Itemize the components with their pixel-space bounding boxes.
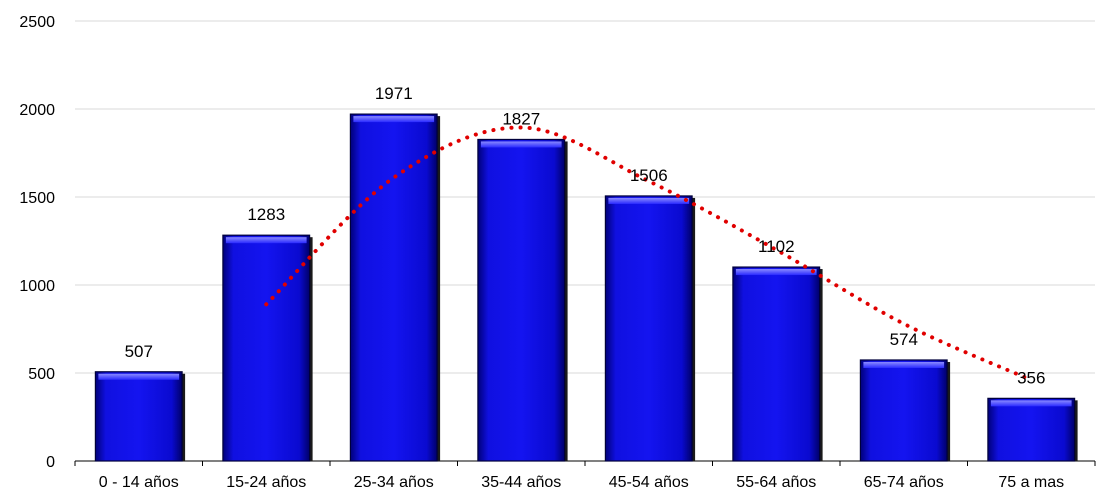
bar-bevel bbox=[480, 141, 562, 148]
x-tick-label: 55-64 años bbox=[736, 474, 816, 491]
x-tick-label: 25-34 años bbox=[354, 474, 434, 491]
bar-bevel bbox=[735, 269, 817, 276]
data-label: 1827 bbox=[502, 109, 540, 128]
bars bbox=[94, 113, 1078, 462]
bar-bevel bbox=[608, 197, 690, 204]
bar bbox=[604, 195, 693, 462]
y-tick-label: 2500 bbox=[19, 14, 55, 31]
bar-bevel bbox=[98, 373, 180, 380]
bar bbox=[732, 266, 821, 462]
data-label: 1971 bbox=[375, 84, 413, 103]
y-tick-label: 0 bbox=[46, 454, 55, 471]
data-label: 1102 bbox=[758, 237, 795, 256]
bar bbox=[987, 397, 1076, 462]
bar bbox=[859, 359, 948, 462]
y-tick-label: 2000 bbox=[19, 102, 55, 119]
y-tick-label: 1500 bbox=[19, 190, 55, 207]
x-tick-label: 0 - 14 años bbox=[99, 474, 179, 491]
bar bbox=[477, 138, 566, 462]
y-tick-label: 500 bbox=[28, 366, 55, 383]
data-label: 356 bbox=[1017, 368, 1045, 387]
x-tick-label: 65-74 años bbox=[864, 474, 944, 491]
bar-bevel bbox=[863, 361, 945, 368]
x-tick-label: 15-24 años bbox=[226, 474, 306, 491]
y-tick-label: 1000 bbox=[19, 278, 55, 295]
data-label: 1506 bbox=[630, 166, 668, 185]
bar bbox=[222, 234, 311, 462]
x-tick-label: 35-44 años bbox=[481, 474, 561, 491]
data-label: 507 bbox=[125, 342, 153, 361]
bar bbox=[349, 113, 438, 462]
bar-bevel bbox=[225, 237, 307, 244]
x-tick-label: 45-54 años bbox=[609, 474, 689, 491]
bar-bevel bbox=[990, 400, 1072, 407]
bar-bevel bbox=[353, 116, 435, 123]
data-labels: 507 1283 1971 1827 1506 1102 574 356 bbox=[125, 84, 1046, 387]
data-label: 574 bbox=[890, 330, 918, 349]
data-label: 1283 bbox=[247, 205, 285, 224]
x-tick-label: 75 a mas bbox=[998, 474, 1064, 491]
bar bbox=[94, 371, 183, 462]
